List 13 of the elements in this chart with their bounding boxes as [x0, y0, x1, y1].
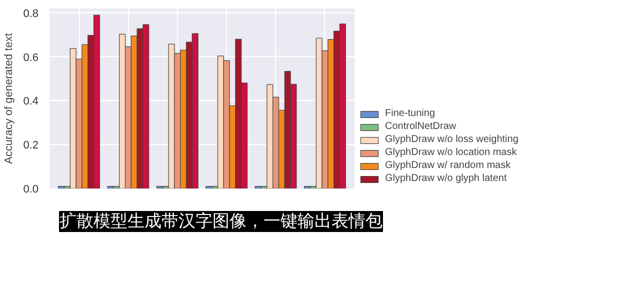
legend-label: GlyphDraw w/o glyph latent [385, 173, 507, 184]
text: 扩散模型生成带汉字图像，一键输出表情包 [60, 212, 382, 232]
legend-label: GlyphDraw w/o loss weighting [385, 134, 518, 145]
y-tick-label: 0.2 [23, 140, 39, 152]
legend-label: ControlNetDraw [385, 121, 456, 132]
y-tick-label: 0.4 [23, 96, 39, 108]
legend-label: GlyphDraw w/o location mask [385, 147, 517, 158]
legend-label: Fine-tuning [385, 108, 436, 119]
y-axis-title: Accuracy of generated text [3, 33, 16, 164]
y-tick-label: 0.8 [23, 8, 39, 20]
y-tick-label: 0.0 [23, 184, 39, 196]
legend-label: GlyphDraw w/ random mask [385, 160, 511, 171]
y-tick-label: 0.6 [23, 52, 39, 64]
